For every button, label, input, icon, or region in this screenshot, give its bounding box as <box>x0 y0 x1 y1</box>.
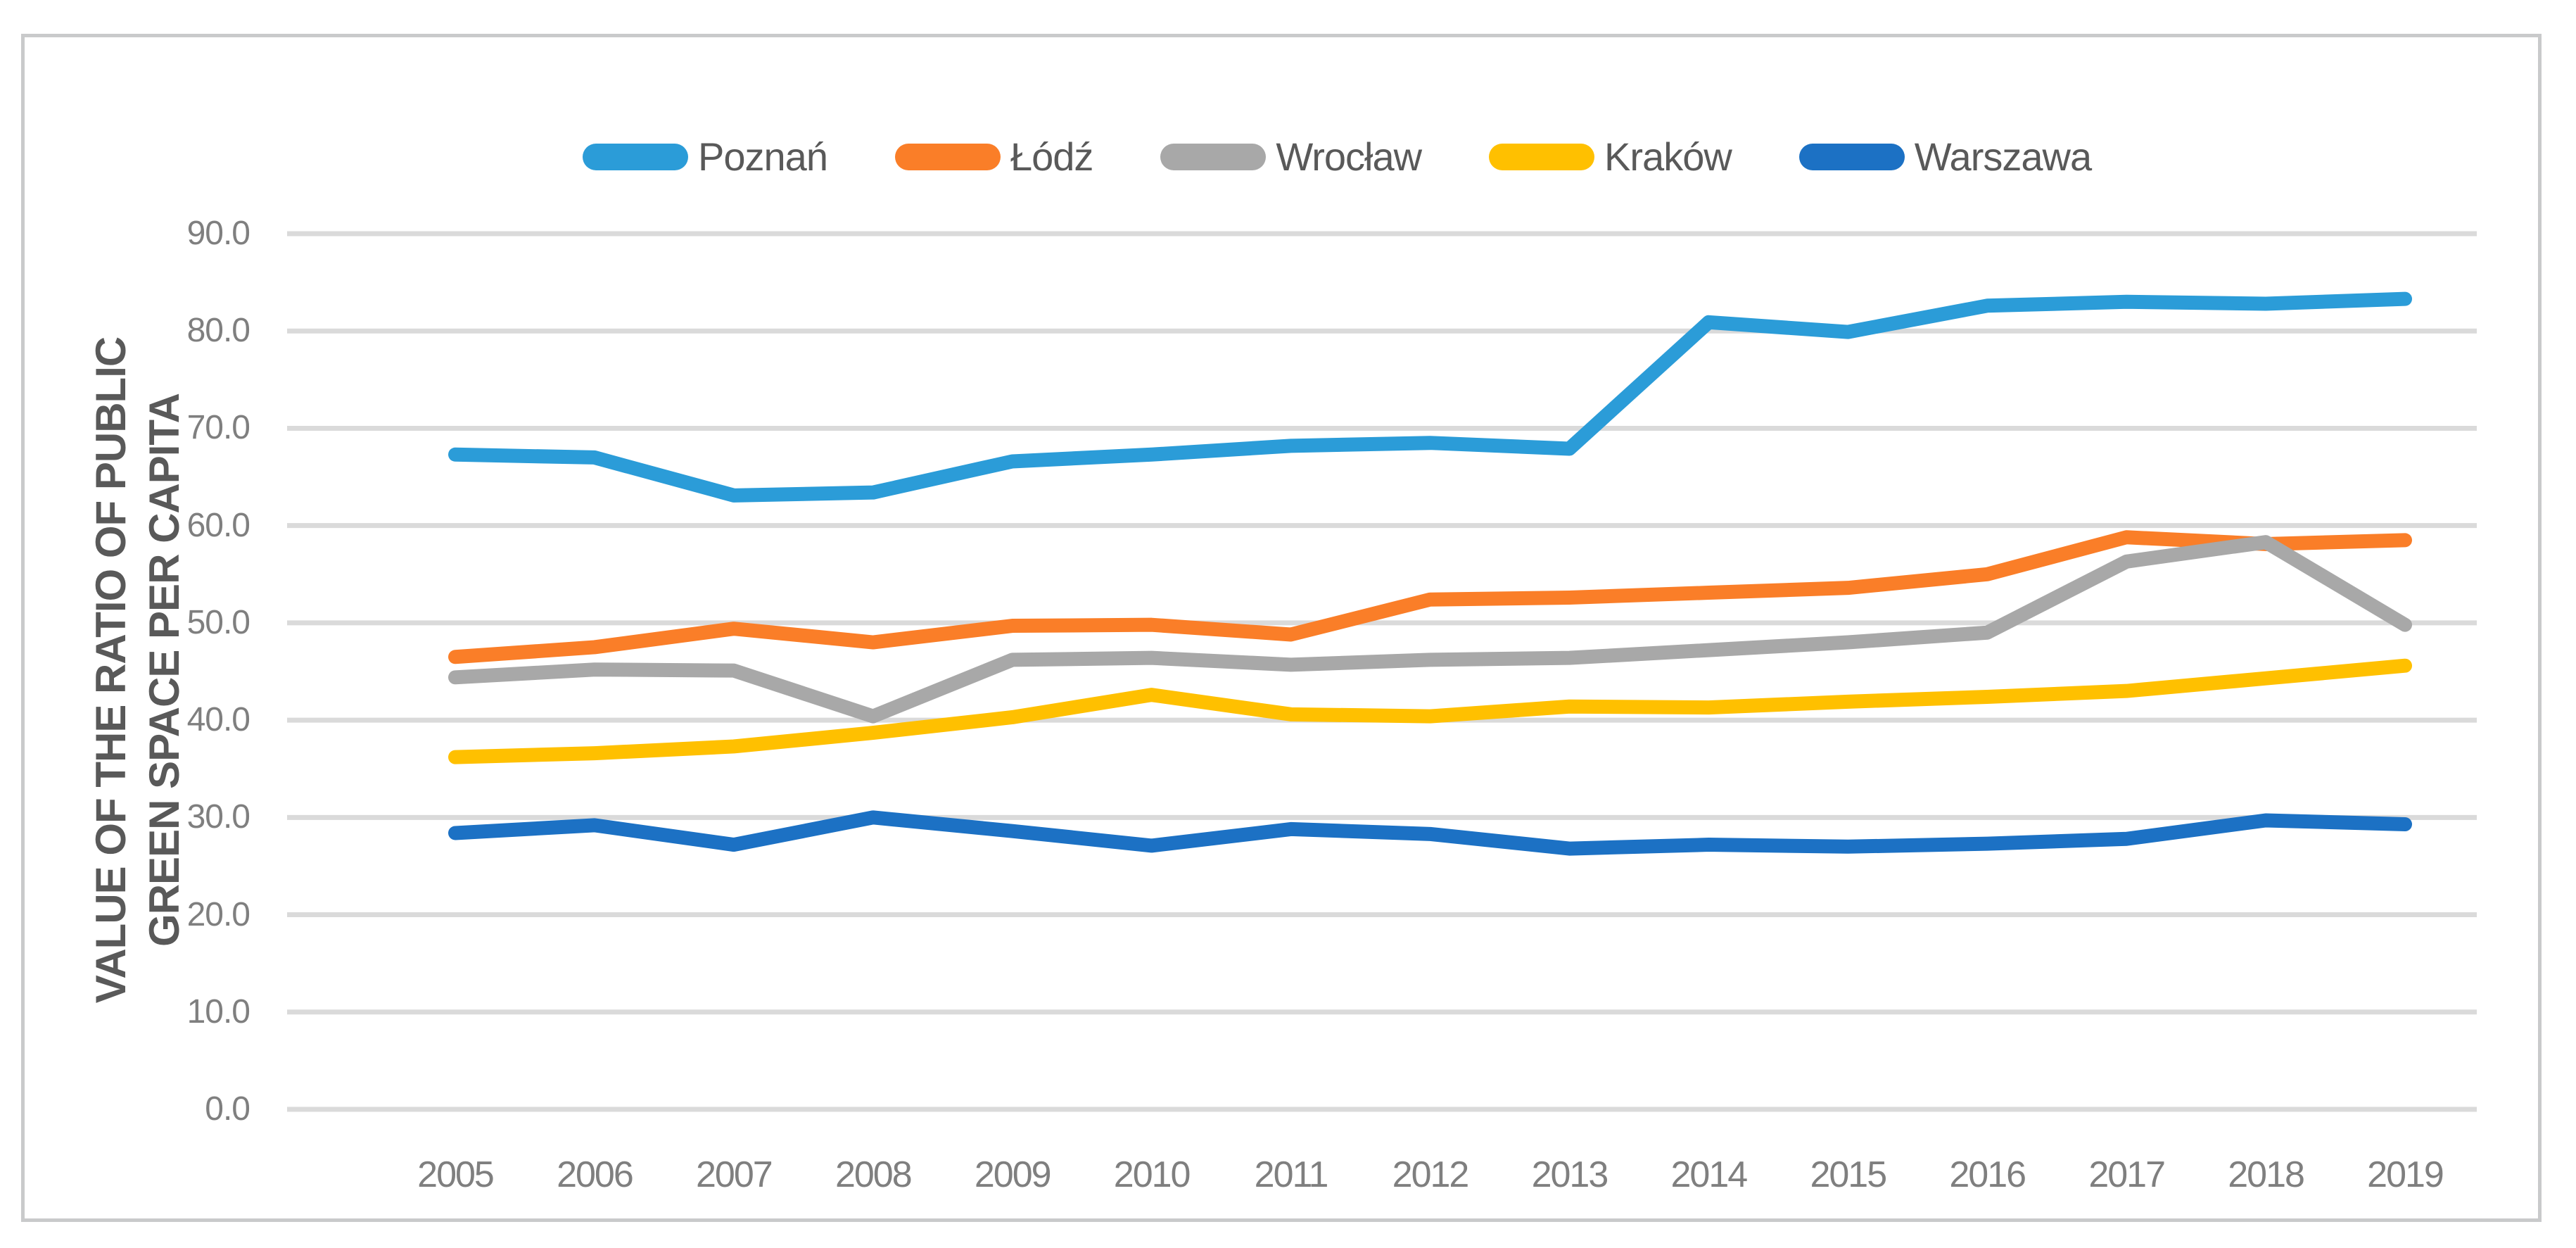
legend-item-0: Poznań <box>583 134 828 179</box>
legend-label: Warszawa <box>1914 134 2092 179</box>
y-tick-label: 90.0 <box>186 215 250 253</box>
x-tick-label: 2016 <box>1949 1154 2026 1195</box>
x-tick-label: 2017 <box>2088 1154 2166 1195</box>
x-tick-label: 2018 <box>2228 1154 2305 1195</box>
y-tick-label: 0.0 <box>205 1090 250 1128</box>
y-tick-label: 40.0 <box>186 701 250 739</box>
y-axis-title: VALUE OF THE RATIO OF PUBLIC GREEN SPACE… <box>84 337 191 1003</box>
legend: Poznań Łódź Wrocław Kraków Warszawa <box>583 134 2092 179</box>
series-line-3 <box>448 658 2413 764</box>
legend-swatch-icon <box>583 143 688 170</box>
legend-label: Wrocław <box>1276 134 1422 179</box>
legend-swatch-icon <box>1160 143 1267 170</box>
legend-item-3: Kraków <box>1489 134 1732 179</box>
series-line-0 <box>448 291 2413 503</box>
chart-frame-border <box>21 34 2542 1222</box>
x-tick-label: 2013 <box>1531 1154 1609 1195</box>
x-tick-label: 2011 <box>1254 1154 1329 1195</box>
y-axis-title-line-2: GREEN SPACE PER CAPITA <box>141 393 188 947</box>
legend-label: Kraków <box>1604 134 1732 179</box>
legend-item-2: Wrocław <box>1160 134 1422 179</box>
x-tick-label: 2010 <box>1113 1154 1191 1195</box>
x-tick-label: 2019 <box>2367 1154 2444 1195</box>
series-line-4 <box>448 810 2413 856</box>
series-line-2 <box>448 535 2413 724</box>
x-tick-label: 2012 <box>1392 1154 1470 1195</box>
y-tick-label: 30.0 <box>186 798 250 836</box>
x-tick-label: 2009 <box>974 1154 1052 1195</box>
y-tick-label: 60.0 <box>186 506 250 544</box>
legend-label: Łódź <box>1010 134 1093 179</box>
legend-swatch-icon <box>1489 143 1595 170</box>
x-tick-label: 2005 <box>417 1154 495 1195</box>
y-tick-label: 70.0 <box>186 409 250 447</box>
x-tick-label: 2014 <box>1670 1154 1749 1195</box>
legend-swatch-icon <box>894 143 1001 170</box>
series-line-1 <box>448 530 2413 664</box>
x-tick-label: 2007 <box>696 1154 773 1195</box>
y-tick-label: 20.0 <box>186 895 250 933</box>
y-axis-title-line-1: VALUE OF THE RATIO OF PUBLIC <box>87 336 134 1004</box>
legend-label: Poznań <box>698 134 828 179</box>
legend-item-1: Łódź <box>894 134 1093 179</box>
x-tick-label: 2015 <box>1810 1154 1887 1195</box>
legend-item-4: Warszawa <box>1798 134 2092 179</box>
y-tick-label: 80.0 <box>186 312 250 350</box>
x-tick-label: 2008 <box>835 1154 913 1195</box>
legend-swatch-icon <box>1798 143 1905 170</box>
y-tick-label: 50.0 <box>186 603 250 641</box>
x-tick-label: 2006 <box>557 1154 634 1195</box>
y-tick-label: 10.0 <box>186 992 250 1030</box>
